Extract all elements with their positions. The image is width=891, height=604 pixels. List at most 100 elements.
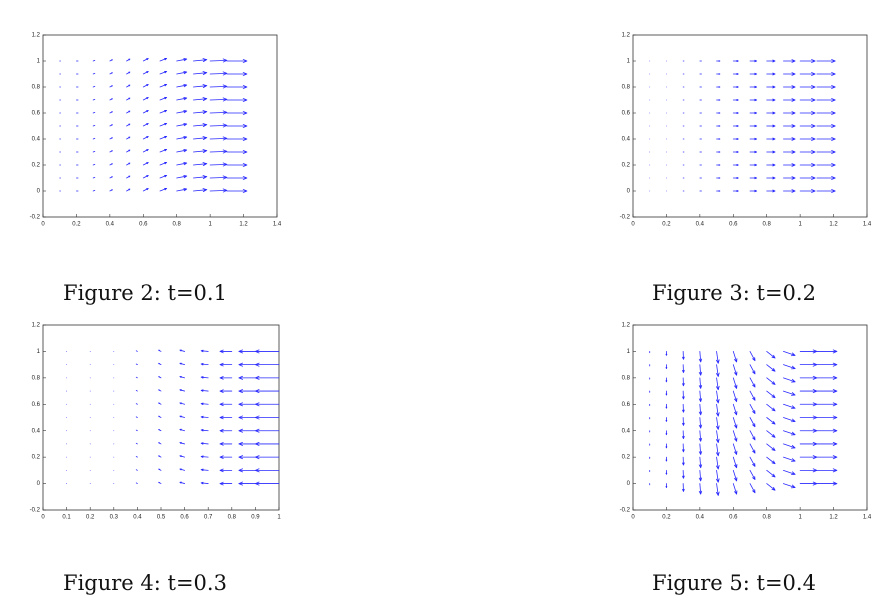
y-tick-label: -0.2 [30,215,41,221]
arrow [200,429,209,432]
y-tick-label: 0.6 [32,402,41,408]
arrow [816,124,836,128]
arrow [766,456,776,465]
arrow [126,175,131,179]
arrow [749,72,758,76]
y-tick-label: 0 [37,189,41,195]
arrow [109,59,113,62]
y-tick-label: 1 [627,59,631,65]
arrow [193,84,208,89]
arrow [816,85,836,89]
arrow [142,188,149,192]
arrow [749,443,756,454]
x-tick-label: 0.8 [173,222,182,228]
arrow [816,481,838,486]
x-tick-label: 1.4 [273,222,282,228]
arrow [749,124,758,128]
x-tick-label: 0.6 [180,515,189,521]
arrow [816,455,838,460]
arrow [749,377,756,388]
arrow [749,430,756,441]
arrow [783,483,796,489]
arrow [766,111,776,115]
x-tick-label: 1.4 [863,222,872,228]
arrow [799,375,818,380]
arrow [142,175,149,179]
arrow [158,468,162,471]
arrow [193,136,208,141]
arrow [142,71,149,75]
arrow [783,150,796,154]
arrow [732,73,739,75]
arrow [799,72,816,76]
arrow [226,150,248,154]
arrow [682,403,685,413]
arrow [109,85,113,88]
arrow [816,389,838,394]
arrow [109,124,113,127]
arrow [135,456,138,458]
arrow [209,162,228,167]
x-tick-label: 0.9 [251,515,260,521]
arrow [749,456,756,467]
x-tick-label: 0 [41,222,45,228]
x-tick-label: 0 [41,515,45,521]
arrow [226,59,248,63]
arrow [159,148,168,153]
arrow [193,110,208,115]
arrow [109,72,113,75]
arrow [219,389,233,393]
y-tick-label: 0 [627,481,631,487]
arrow [766,469,776,478]
arrow [766,364,776,372]
x-tick-label: 0.2 [662,515,671,521]
arrow [749,364,756,375]
arrow [193,188,208,193]
arrow [92,176,96,179]
y-tick-label: 1.2 [622,323,631,329]
arrow [732,138,739,140]
arrow [766,443,776,451]
arrow [200,402,209,406]
arrow [732,443,738,455]
arrow [716,177,721,179]
arrow [109,163,113,166]
arrow [783,377,796,383]
arrow [698,417,703,429]
arrow [255,362,280,367]
arrow [159,161,168,166]
arrow [716,73,721,75]
arrow [193,123,208,128]
x-tick-label: 0.5 [157,515,166,521]
arrow [209,58,228,63]
arrow [209,175,228,180]
x-tick-label: 1.2 [239,222,248,228]
x-tick-label: 0.4 [696,515,705,521]
arrow [665,469,668,475]
arrow [179,349,185,352]
arrow [799,124,816,128]
arrow [715,390,720,404]
arrow [816,176,836,180]
arrow [126,97,131,101]
arrow [142,110,149,114]
arrow [226,85,248,89]
arrow [126,84,131,88]
arrow [238,415,256,420]
x-tick-label: 1.2 [829,515,838,521]
arrow [716,60,721,62]
arrow [176,188,188,192]
arrow [176,175,188,179]
arrow [109,189,113,192]
arrow [682,364,685,373]
arrow [200,376,209,379]
arrow [766,72,776,76]
arrow [732,377,738,389]
arrow [783,430,796,436]
arrow [716,99,721,101]
arrow [238,402,256,407]
arrow [179,389,185,392]
arrow [179,362,185,366]
arrow [159,96,168,101]
